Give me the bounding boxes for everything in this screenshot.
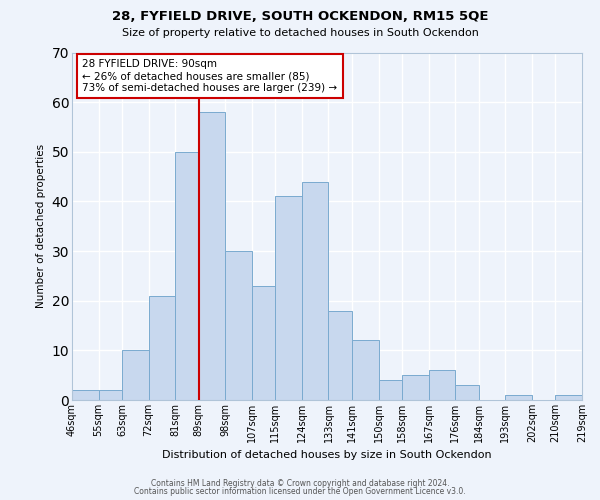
Bar [505, 395, 532, 400]
Bar [225, 251, 252, 400]
X-axis label: Distribution of detached houses by size in South Ockendon: Distribution of detached houses by size … [162, 450, 492, 460]
Bar [199, 112, 225, 400]
Bar [402, 375, 429, 400]
Bar [72, 390, 98, 400]
Text: Contains HM Land Registry data © Crown copyright and database right 2024.: Contains HM Land Registry data © Crown c… [151, 478, 449, 488]
Bar [429, 370, 455, 400]
Bar [328, 310, 352, 400]
Text: Size of property relative to detached houses in South Ockendon: Size of property relative to detached ho… [122, 28, 478, 38]
Bar [302, 182, 328, 400]
Bar [149, 296, 175, 400]
Text: Contains public sector information licensed under the Open Government Licence v3: Contains public sector information licen… [134, 487, 466, 496]
Bar [455, 385, 479, 400]
Y-axis label: Number of detached properties: Number of detached properties [36, 144, 46, 308]
Bar [252, 286, 275, 400]
Text: 28, FYFIELD DRIVE, SOUTH OCKENDON, RM15 5QE: 28, FYFIELD DRIVE, SOUTH OCKENDON, RM15 … [112, 10, 488, 23]
Bar [275, 196, 302, 400]
Bar [122, 350, 149, 400]
Bar [352, 340, 379, 400]
Bar [175, 152, 199, 400]
Text: 28 FYFIELD DRIVE: 90sqm
← 26% of detached houses are smaller (85)
73% of semi-de: 28 FYFIELD DRIVE: 90sqm ← 26% of detache… [82, 60, 337, 92]
Bar [379, 380, 402, 400]
Bar [98, 390, 122, 400]
Bar [556, 395, 582, 400]
